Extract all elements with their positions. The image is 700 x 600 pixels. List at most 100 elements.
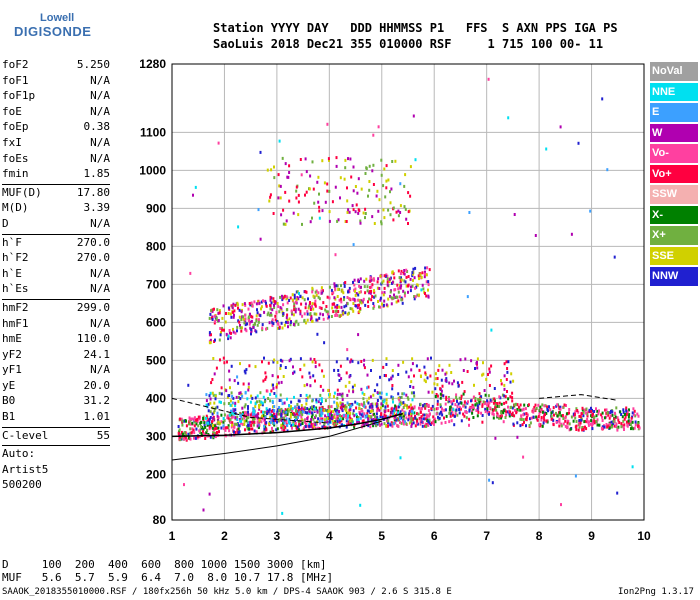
echo-point bbox=[468, 211, 471, 214]
param-separator bbox=[2, 426, 110, 428]
x-tick-label: 5 bbox=[378, 529, 385, 543]
echo-point bbox=[608, 426, 611, 430]
echo-point bbox=[214, 432, 217, 436]
echo-point bbox=[226, 416, 229, 420]
echo-point bbox=[424, 404, 427, 408]
echo-point bbox=[411, 398, 414, 402]
echo-point bbox=[332, 302, 334, 306]
echo-point bbox=[606, 411, 609, 415]
echo-point bbox=[288, 417, 291, 421]
echo-point bbox=[342, 291, 345, 295]
echo-point bbox=[297, 200, 300, 204]
echo-point bbox=[631, 420, 634, 424]
echo-point bbox=[400, 284, 403, 288]
echo-point bbox=[293, 370, 296, 374]
echo-point bbox=[376, 189, 379, 193]
echo-point bbox=[262, 430, 265, 434]
echo-point bbox=[285, 420, 288, 424]
echo-point bbox=[230, 331, 232, 335]
echo-point bbox=[246, 322, 248, 326]
echo-point bbox=[244, 391, 247, 395]
x-tick-label: 2 bbox=[221, 529, 228, 543]
echo-point bbox=[346, 312, 349, 316]
echo-point bbox=[330, 410, 333, 414]
echo-point bbox=[333, 422, 336, 426]
echo-point bbox=[388, 378, 391, 382]
param-row: hmE 110.0 bbox=[2, 332, 110, 348]
echo-point bbox=[328, 296, 331, 300]
echo-point bbox=[502, 411, 505, 415]
echo-point bbox=[360, 402, 363, 406]
echo-point bbox=[437, 368, 440, 372]
echo-point bbox=[421, 271, 424, 275]
echo-point bbox=[320, 286, 323, 290]
echo-point bbox=[252, 410, 255, 413]
echo-point bbox=[358, 310, 361, 313]
echo-point bbox=[445, 398, 448, 401]
echo-point bbox=[305, 290, 308, 294]
echo-point bbox=[321, 419, 324, 423]
echo-point bbox=[409, 289, 412, 293]
echo-point bbox=[348, 406, 351, 410]
echo-point bbox=[421, 283, 424, 287]
echo-point bbox=[314, 299, 317, 303]
echo-point bbox=[564, 419, 567, 423]
echo-point bbox=[282, 208, 285, 212]
echo-point bbox=[195, 427, 198, 431]
echo-point bbox=[338, 314, 341, 318]
echo-point bbox=[391, 374, 394, 378]
echo-point bbox=[296, 403, 299, 406]
echo-point bbox=[379, 296, 382, 300]
echo-point bbox=[218, 430, 220, 434]
echo-point bbox=[244, 403, 247, 407]
echo-point bbox=[557, 413, 560, 417]
echo-point bbox=[356, 306, 359, 310]
echo-point bbox=[366, 289, 369, 293]
echo-point bbox=[352, 297, 354, 301]
echo-point bbox=[392, 206, 395, 210]
echo-point bbox=[282, 422, 285, 426]
echo-point bbox=[221, 326, 224, 330]
echo-point bbox=[247, 388, 250, 392]
echo-point bbox=[177, 425, 180, 428]
echo-point bbox=[297, 193, 300, 197]
echo-point bbox=[569, 427, 572, 431]
echo-point bbox=[335, 401, 338, 405]
echo-point bbox=[416, 419, 419, 423]
echo-point bbox=[301, 410, 303, 414]
echo-point bbox=[293, 415, 296, 418]
echo-point bbox=[258, 407, 261, 411]
echo-point bbox=[409, 403, 412, 407]
echo-point bbox=[308, 394, 311, 398]
echo-point bbox=[458, 408, 461, 411]
echo-point bbox=[349, 417, 352, 421]
echo-point bbox=[498, 401, 501, 405]
param-key: M(D) bbox=[2, 201, 29, 215]
echo-point bbox=[344, 220, 347, 223]
header-line2: SaoLuis 2018 Dec21 355 010000 RSF 1 715 … bbox=[213, 37, 604, 51]
echo-point bbox=[392, 272, 395, 276]
echo-point bbox=[493, 399, 496, 403]
param-key: h`F bbox=[2, 235, 22, 249]
echo-point bbox=[452, 399, 455, 403]
echo-point bbox=[414, 295, 417, 299]
echo-point bbox=[578, 414, 581, 418]
echo-point bbox=[331, 200, 334, 204]
echo-point bbox=[379, 375, 381, 379]
echo-point bbox=[227, 337, 230, 341]
echo-point bbox=[319, 393, 322, 397]
echo-point bbox=[637, 414, 640, 418]
echo-point bbox=[418, 368, 421, 372]
echo-point bbox=[366, 373, 369, 377]
echo-point bbox=[486, 399, 489, 403]
echo-point bbox=[345, 304, 348, 308]
echo-point bbox=[255, 430, 258, 434]
echo-point bbox=[257, 421, 260, 425]
echo-point bbox=[273, 413, 275, 416]
echo-point bbox=[285, 417, 288, 421]
echo-point bbox=[425, 294, 428, 298]
echo-point bbox=[597, 412, 600, 416]
echo-point bbox=[391, 384, 394, 387]
echo-point bbox=[309, 308, 312, 311]
echo-point bbox=[347, 414, 350, 418]
